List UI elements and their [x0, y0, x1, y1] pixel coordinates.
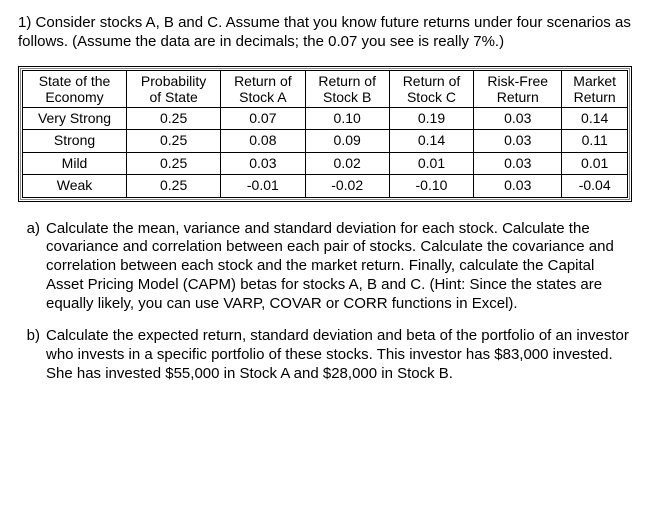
table-cell: 0.03 [474, 175, 562, 198]
table-cell: 0.14 [389, 130, 473, 153]
table-cell: 0.03 [474, 152, 562, 175]
table-cell: 0.25 [127, 107, 221, 130]
col-header: Return ofStock A [221, 70, 305, 107]
returns-table: State of theEconomy Probabilityof State … [22, 70, 628, 198]
table-cell: 0.01 [562, 152, 628, 175]
table-cell: -0.02 [305, 175, 389, 198]
table-body: Very Strong0.250.070.100.190.030.14Stron… [23, 107, 628, 197]
part-b-text: Calculate the expected return, standard … [46, 327, 632, 383]
table-cell: 0.08 [221, 130, 305, 153]
col-header: MarketReturn [562, 70, 628, 107]
table-cell: 0.09 [305, 130, 389, 153]
table-cell: 0.03 [221, 152, 305, 175]
table-cell: Mild [23, 152, 127, 175]
intro-text: Consider stocks A, B and C. Assume that … [18, 14, 631, 50]
table-cell: -0.01 [221, 175, 305, 198]
table-row: Very Strong0.250.070.100.190.030.14 [23, 107, 628, 130]
table-cell: 0.14 [562, 107, 628, 130]
col-header: Probabilityof State [127, 70, 221, 107]
data-table-container: State of theEconomy Probabilityof State … [18, 66, 632, 202]
table-row: Strong0.250.080.090.140.030.11 [23, 130, 628, 153]
col-header: State of theEconomy [23, 70, 127, 107]
table-cell: -0.10 [389, 175, 473, 198]
col-header: Return ofStock B [305, 70, 389, 107]
table-cell: 0.03 [474, 130, 562, 153]
table-cell: Very Strong [23, 107, 127, 130]
table-cell: 0.01 [389, 152, 473, 175]
question-number: 1) [18, 14, 31, 31]
part-a-label: a) [18, 220, 46, 314]
table-cell: Strong [23, 130, 127, 153]
table-cell: 0.10 [305, 107, 389, 130]
table-cell: 0.11 [562, 130, 628, 153]
table-header-row: State of theEconomy Probabilityof State … [23, 70, 628, 107]
table-cell: Weak [23, 175, 127, 198]
table-cell: -0.04 [562, 175, 628, 198]
table-cell: 0.25 [127, 175, 221, 198]
col-header: Risk-FreeReturn [474, 70, 562, 107]
part-b-label: b) [18, 327, 46, 383]
table-cell: 0.03 [474, 107, 562, 130]
table-cell: 0.25 [127, 130, 221, 153]
table-row: Weak0.25-0.01-0.02-0.100.03-0.04 [23, 175, 628, 198]
part-a: a) Calculate the mean, variance and stan… [18, 220, 632, 314]
table-cell: 0.19 [389, 107, 473, 130]
part-a-text: Calculate the mean, variance and standar… [46, 220, 632, 314]
table-cell: 0.07 [221, 107, 305, 130]
table-row: Mild0.250.030.020.010.030.01 [23, 152, 628, 175]
question-intro: 1) Consider stocks A, B and C. Assume th… [18, 14, 632, 52]
table-cell: 0.25 [127, 152, 221, 175]
col-header: Return ofStock C [389, 70, 473, 107]
table-cell: 0.02 [305, 152, 389, 175]
part-b: b) Calculate the expected return, standa… [18, 327, 632, 383]
